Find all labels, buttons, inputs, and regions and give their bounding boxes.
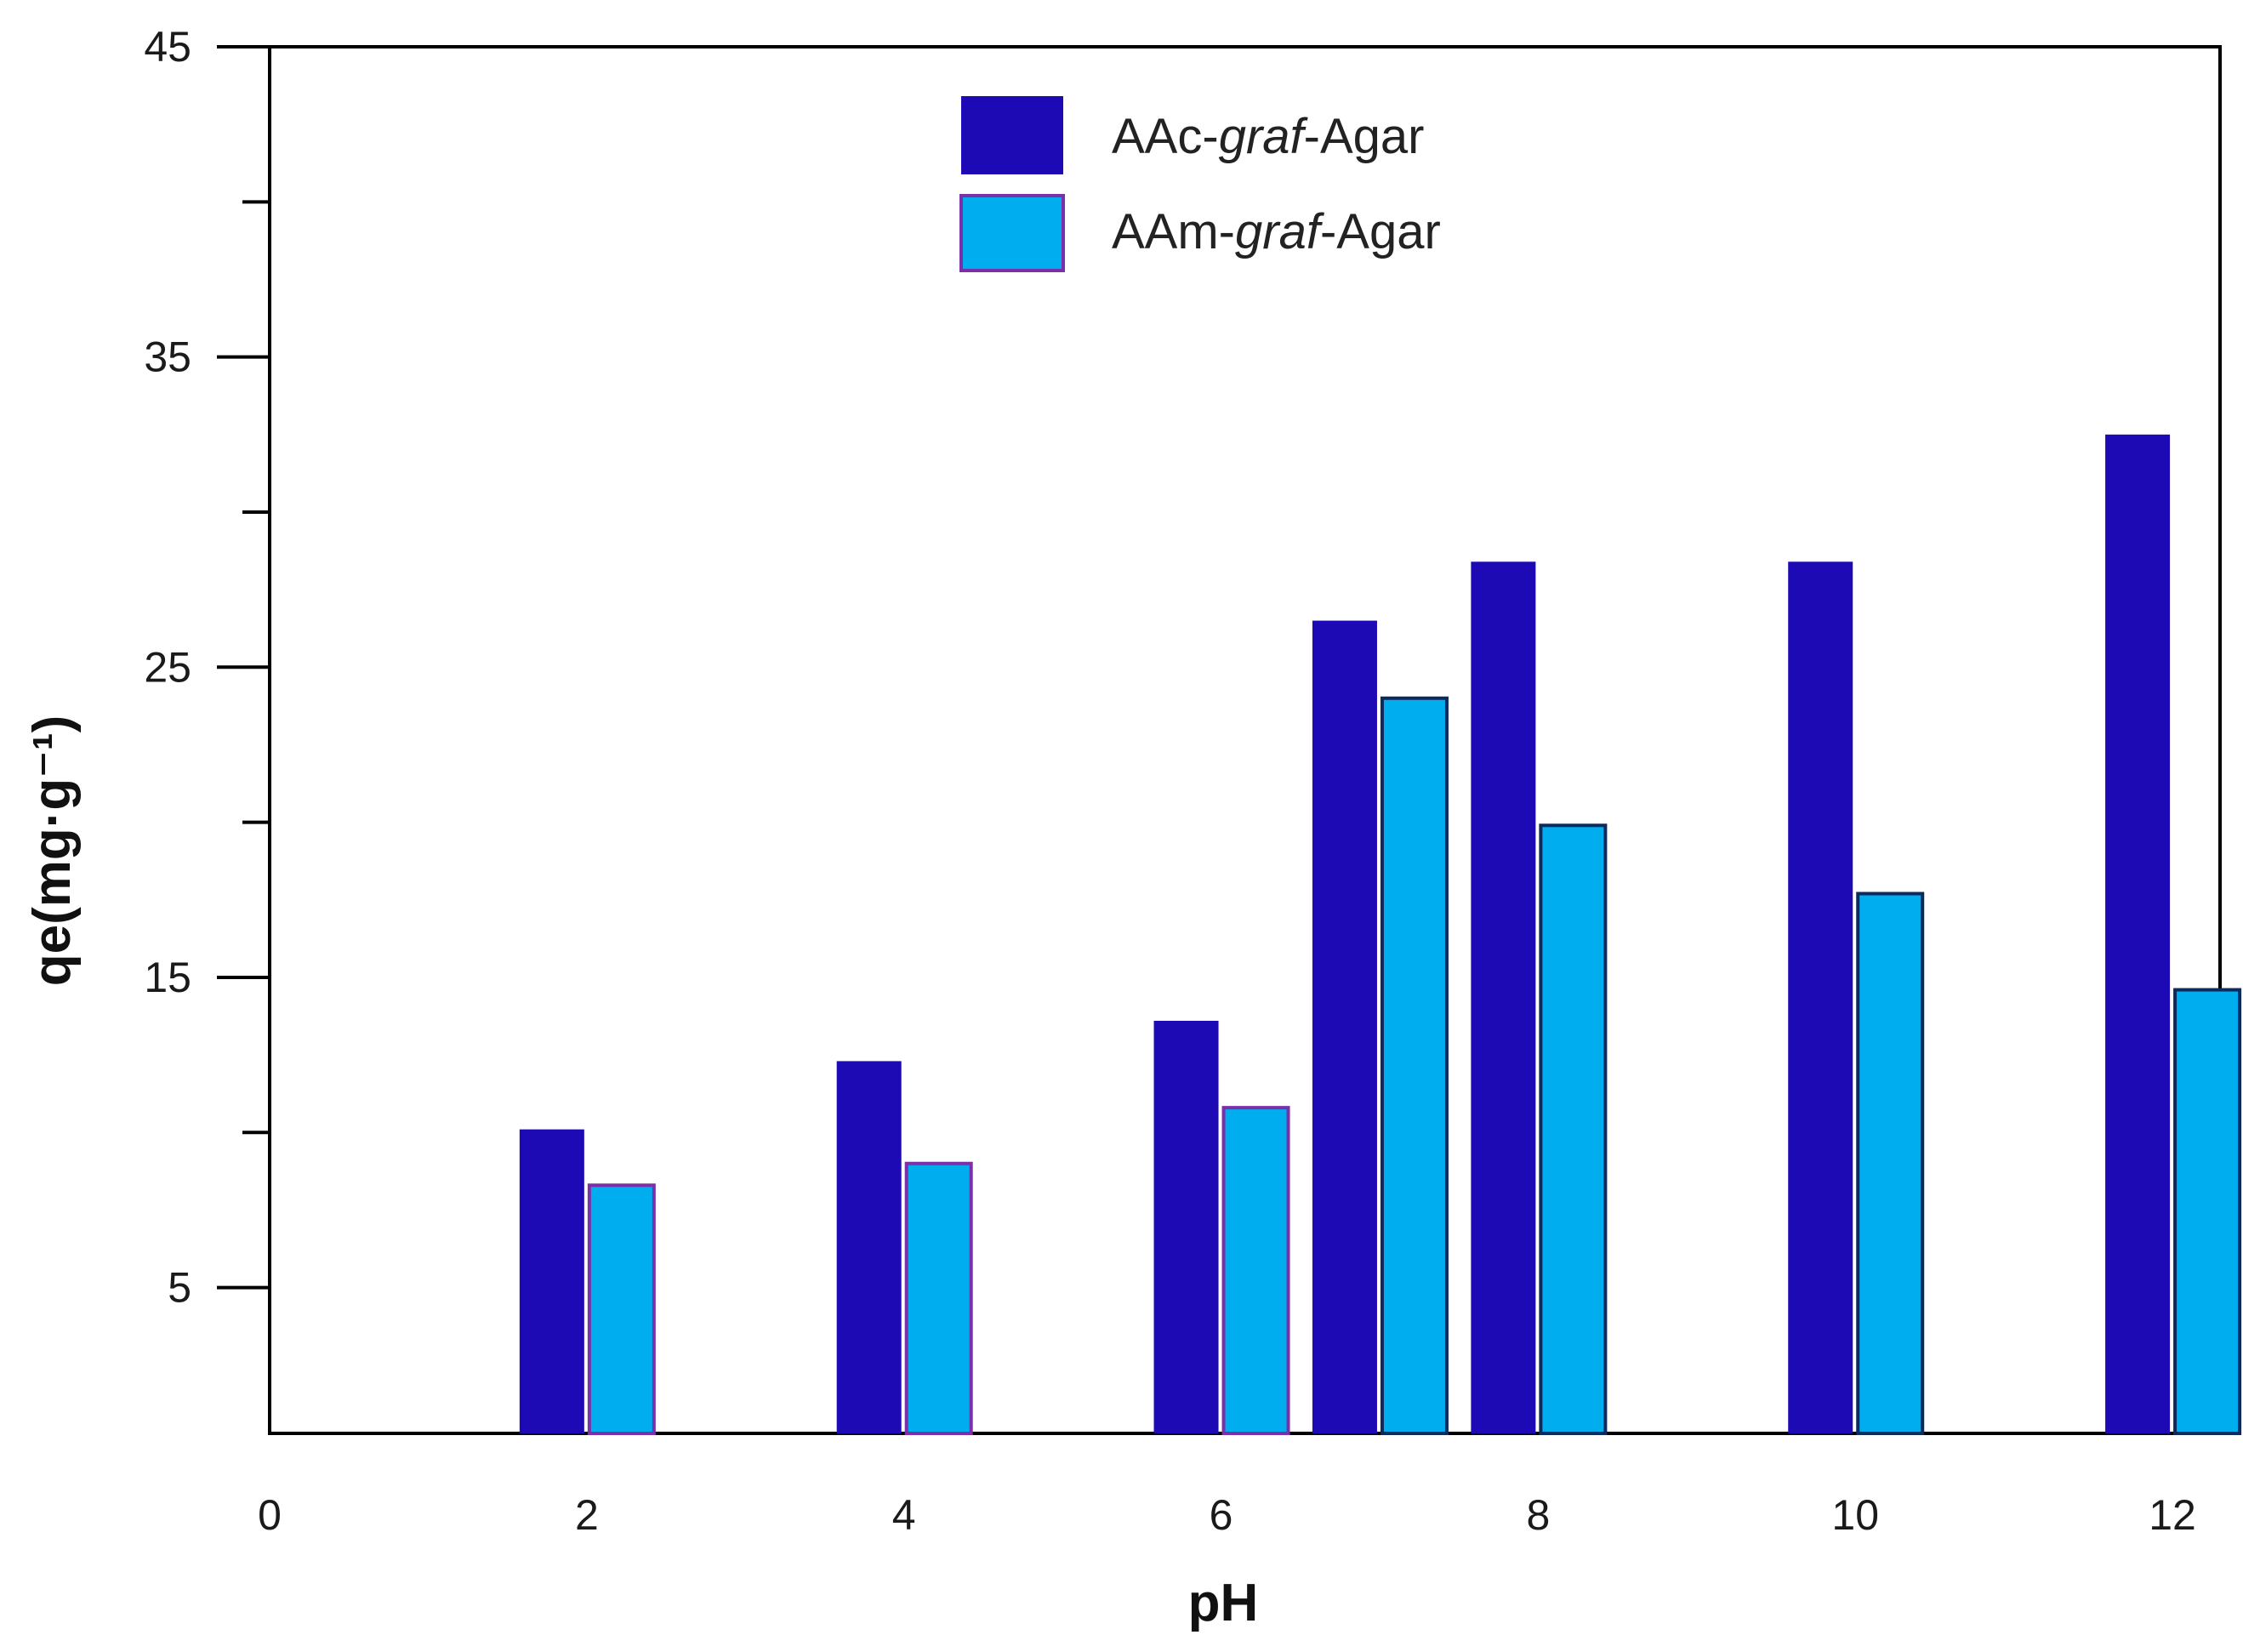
legend: AAc-graf-Agar AAm-graf-Agar bbox=[959, 96, 1441, 272]
x-tick-label-0: 0 bbox=[258, 1491, 282, 1539]
legend-label-aac-prefix: AAc- bbox=[1112, 109, 1219, 164]
bar-aac-ph-7 bbox=[1312, 620, 1377, 1433]
y-tick-label-25: 25 bbox=[144, 643, 191, 691]
x-axis-title: pH bbox=[1188, 1574, 1259, 1632]
legend-swatch-aam bbox=[959, 194, 1065, 272]
y-tick-label-15: 15 bbox=[144, 954, 191, 1001]
y-ticks: 5 15 25 35 45 bbox=[144, 23, 270, 1312]
bar-aac-ph-8 bbox=[1471, 561, 1536, 1433]
y-tick-label-5: 5 bbox=[168, 1264, 191, 1312]
bar-aac-ph-10 bbox=[1788, 561, 1853, 1433]
legend-swatch-aac bbox=[961, 96, 1063, 174]
y-tick-label-35: 35 bbox=[144, 333, 191, 381]
legend-label-aam-suffix: -Agar bbox=[1320, 204, 1441, 259]
legend-label-aac-suffix: -Agar bbox=[1304, 109, 1425, 164]
bar-aac-ph-4 bbox=[836, 1061, 902, 1433]
bar-aam-ph-6 bbox=[1221, 1106, 1290, 1436]
x-ticks: 0 2 4 6 8 10 12 bbox=[258, 1491, 2196, 1539]
legend-label-aam: AAm-graf-Agar bbox=[1112, 204, 1441, 259]
bar-aam-ph-4 bbox=[904, 1161, 973, 1436]
bar-aam-ph-7 bbox=[1380, 696, 1449, 1435]
y-axis-title: qe(mg·g⁻¹) bbox=[23, 715, 82, 987]
x-tick-label-6: 6 bbox=[1210, 1491, 1233, 1539]
x-tick-label-12: 12 bbox=[2149, 1491, 2196, 1539]
y-tick-label-45: 45 bbox=[144, 23, 191, 71]
x-tick-label-4: 4 bbox=[892, 1491, 916, 1539]
legend-label-aam-italic: graf bbox=[1235, 204, 1325, 259]
legend-label-aac: AAc-graf-Agar bbox=[1112, 109, 1424, 164]
bar-aac-ph-6 bbox=[1153, 1021, 1219, 1433]
bar-aam-ph-10 bbox=[1856, 892, 1925, 1435]
x-tick-label-10: 10 bbox=[1831, 1491, 1879, 1539]
bar-aac-ph-2 bbox=[519, 1129, 584, 1433]
legend-label-aam-prefix: AAm- bbox=[1112, 204, 1235, 259]
x-tick-label-2: 2 bbox=[575, 1491, 599, 1539]
bar-aam-ph-12 bbox=[2173, 988, 2242, 1436]
bar-aam-ph-2 bbox=[587, 1183, 656, 1436]
bar-aac-ph-12 bbox=[2105, 434, 2171, 1434]
bar-aam-ph-8 bbox=[1539, 823, 1608, 1435]
x-tick-label-8: 8 bbox=[1526, 1491, 1550, 1539]
legend-label-aac-italic: graf bbox=[1219, 109, 1309, 164]
bars bbox=[519, 434, 2242, 1436]
